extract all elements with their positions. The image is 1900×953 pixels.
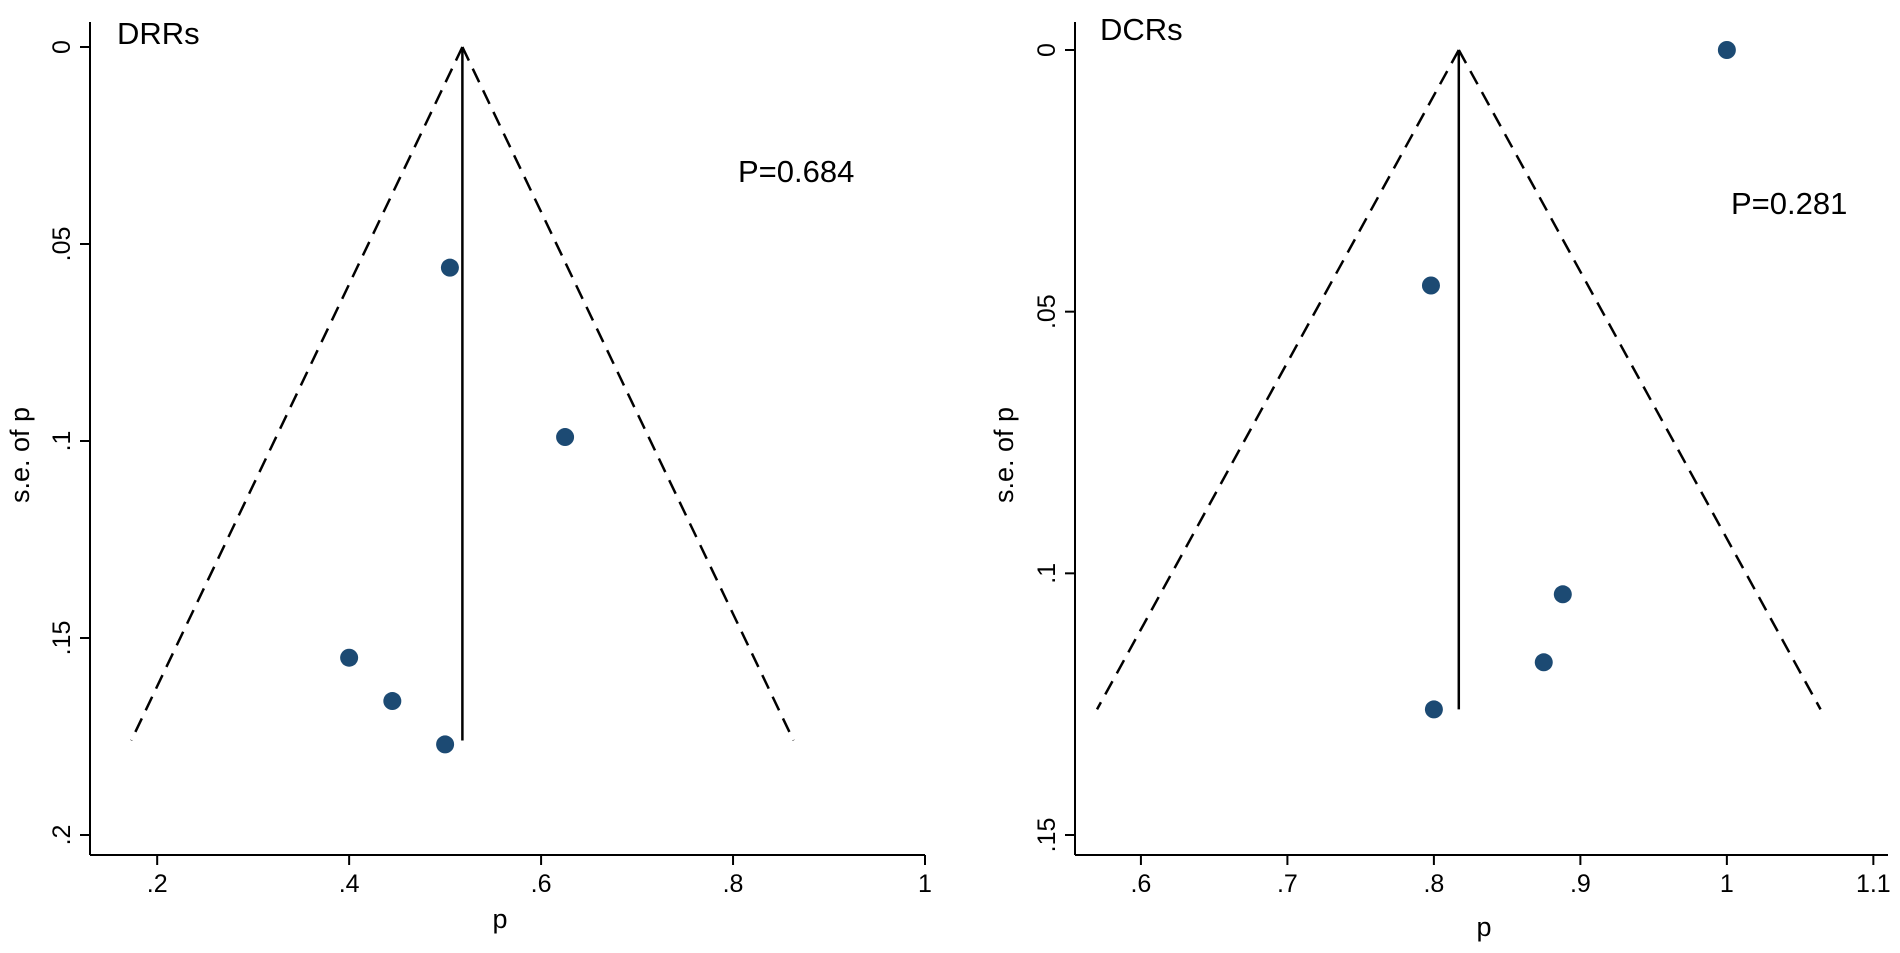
y-axis-title: s.e. of p [5,407,35,503]
funnel-left-limit [1095,49,1460,711]
x-tick-label: .8 [1423,870,1444,898]
funnel-lines [1095,49,1822,711]
y-tick-label: .05 [1033,294,1061,329]
panel-title: DRRs [117,16,200,51]
egger-p-annotation: P=0.684 [738,154,854,189]
y-tick-label: 0 [1033,43,1061,57]
study-point [1534,653,1553,672]
y-ticks: 0 .05 .1 .15 [1033,43,1075,852]
x-tick-label: .2 [147,870,168,898]
x-ticks: .6 .7 .8 .9 1 1.1 [1130,855,1891,898]
panel-title: DCRs [1100,12,1183,47]
study-point [440,258,459,277]
x-tick-label: .6 [531,870,552,898]
y-tick-label: 0 [48,40,76,54]
study-points [340,258,575,754]
study-point [436,735,455,754]
study-point [1421,276,1440,295]
y-tick-label: .15 [1033,818,1061,853]
x-axis-title: p [492,904,507,934]
y-tick-label: .1 [1033,563,1061,584]
y-ticks: 0 .05 .1 .15 .2 [48,40,90,845]
y-tick-label: .05 [48,227,76,262]
study-point [1424,700,1443,719]
y-axis-title: s.e. of p [989,407,1019,503]
x-tick-label: .7 [1277,870,1298,898]
x-tick-label: .4 [339,870,360,898]
y-tick-label: .15 [48,621,76,656]
funnel-left-limit [130,46,464,741]
x-tick-label: .8 [723,870,744,898]
x-tick-label: .6 [1130,870,1151,898]
funnel-lines [130,46,795,741]
drrs-funnel-plot: .2 .4 .6 .8 1 0 .05 .1 .15 .2 DRRs P=0.684 p s.e… [5,16,932,934]
x-tick-label: 1.1 [1856,870,1891,898]
study-point [1553,585,1572,604]
y-tick-label: .2 [48,825,76,846]
x-tick-label: 1 [918,870,932,898]
study-point [340,648,359,667]
funnel-right-limit [1457,49,1822,711]
study-point [383,692,402,711]
study-points [1421,41,1736,719]
x-ticks: .2 .4 .6 .8 1 [147,855,932,898]
funnel-right-limit [461,46,795,741]
dcrs-funnel-plot: .6 .7 .8 .9 1 1.1 0 .05 .1 .15 DCRs P=0.281 p s.… [989,12,1891,942]
x-axis-title: p [1476,912,1491,942]
study-point [556,428,575,447]
egger-p-annotation: P=0.281 [1731,186,1847,221]
y-tick-label: .1 [48,431,76,452]
x-tick-label: 1 [1720,870,1734,898]
x-tick-label: .9 [1570,870,1591,898]
study-point [1717,41,1736,59]
